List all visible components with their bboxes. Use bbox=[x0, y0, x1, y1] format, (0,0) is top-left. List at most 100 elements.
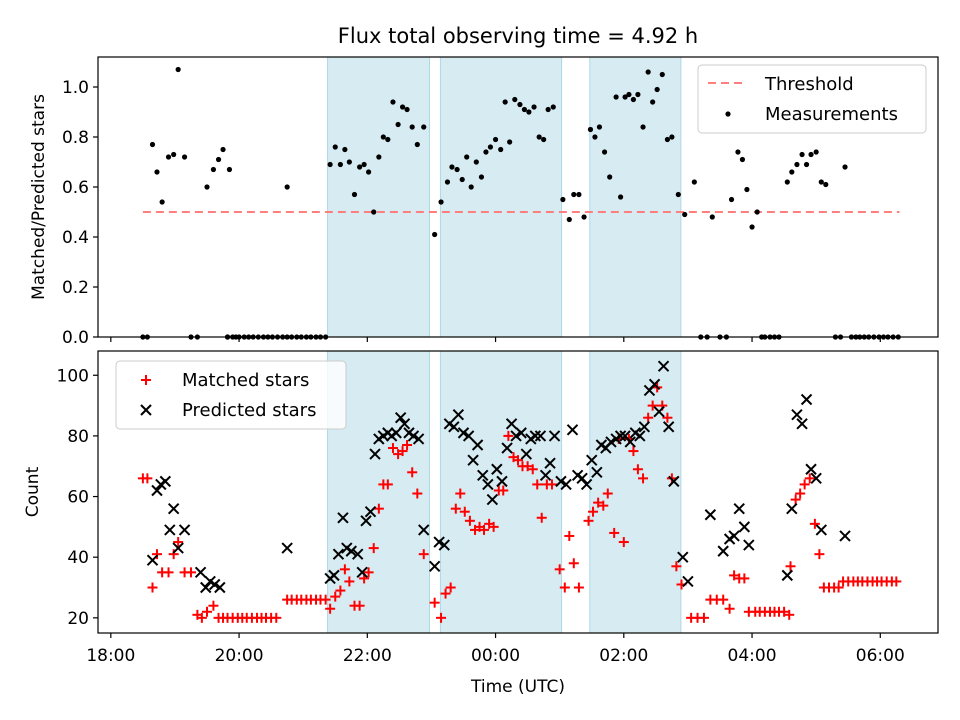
legend-plus-mark bbox=[141, 375, 151, 385]
predicted-star-point bbox=[501, 442, 513, 454]
matched-star-point bbox=[527, 464, 538, 475]
matched-star-point bbox=[593, 497, 604, 508]
x-tick-label: 02:00 bbox=[599, 646, 648, 666]
x-tick-label: 04:00 bbox=[728, 646, 777, 666]
predicted-star-point bbox=[605, 436, 617, 448]
predicted-star-point bbox=[491, 463, 503, 475]
top-y-axis-label: Matched/Predicted stars bbox=[29, 94, 49, 300]
top-span-1 bbox=[439, 56, 563, 338]
x-tick-label: 22:00 bbox=[343, 646, 392, 666]
matched-star-point bbox=[202, 606, 213, 617]
measurement-point bbox=[659, 71, 665, 78]
measurement-point bbox=[444, 179, 451, 185]
matched-star-point bbox=[335, 585, 346, 596]
matched-star-point bbox=[373, 503, 384, 514]
measurement-point bbox=[808, 151, 814, 158]
matched-star-point bbox=[588, 506, 599, 517]
measurement-point bbox=[709, 214, 715, 220]
matched-star-point bbox=[503, 430, 514, 441]
predicted-star-point bbox=[438, 539, 450, 551]
measurement-point bbox=[640, 124, 646, 130]
predicted-star-point bbox=[167, 502, 180, 515]
measurement-point bbox=[449, 164, 455, 170]
measurement-point bbox=[541, 136, 547, 143]
measurement-point bbox=[842, 164, 848, 170]
measurement-point bbox=[395, 121, 401, 128]
matched-star-point bbox=[363, 567, 374, 578]
matched-star-point bbox=[320, 594, 331, 605]
predicted-star-point bbox=[668, 475, 680, 488]
measurement-point bbox=[587, 126, 594, 133]
matched-star-point bbox=[387, 443, 398, 454]
matched-star-point bbox=[795, 488, 806, 499]
predicted-star-point bbox=[786, 502, 798, 515]
measurement-point bbox=[613, 94, 619, 100]
matched-star-point bbox=[583, 515, 594, 526]
measurement-point bbox=[576, 191, 582, 198]
measurement-point bbox=[531, 104, 537, 110]
matched-star-point bbox=[168, 549, 179, 560]
measurement-point bbox=[635, 91, 641, 98]
predicted-star-point bbox=[591, 466, 603, 478]
measurement-point bbox=[332, 144, 338, 150]
predicted-star-point bbox=[529, 430, 542, 442]
predicted-star-point bbox=[624, 436, 636, 448]
legend-threshold-label: Threshold bbox=[764, 74, 854, 95]
predicted-star-point bbox=[815, 524, 828, 536]
matched-star-point bbox=[208, 600, 219, 611]
measurement-point bbox=[626, 91, 632, 98]
top-span-0 bbox=[327, 56, 431, 338]
measurement-point bbox=[550, 104, 556, 110]
predicted-star-point bbox=[638, 421, 651, 433]
measurement-point bbox=[399, 104, 406, 110]
matched-star-point bbox=[671, 561, 682, 572]
measurement-point bbox=[617, 194, 624, 200]
predicted-star-point bbox=[418, 524, 430, 536]
predicted-star-point bbox=[515, 427, 527, 439]
measurement-point bbox=[735, 149, 741, 155]
measurement-point bbox=[327, 161, 333, 168]
predicted-star-point bbox=[662, 421, 675, 433]
measurement-point bbox=[526, 109, 532, 115]
predicted-star-point bbox=[428, 560, 441, 572]
measurement-point bbox=[459, 176, 465, 183]
matched-star-point bbox=[407, 467, 418, 478]
predicted-star-point bbox=[534, 430, 547, 442]
measurement-point bbox=[645, 69, 651, 75]
measurement-point bbox=[596, 124, 603, 130]
measurement-point bbox=[650, 99, 656, 105]
matched-star-point bbox=[638, 473, 649, 484]
measurement-point bbox=[744, 186, 750, 193]
measurement-point bbox=[803, 161, 810, 168]
predicted-star-point bbox=[328, 569, 340, 582]
measurement-point bbox=[409, 124, 415, 130]
chart-title: Flux total observing time = 4.92 h bbox=[338, 24, 698, 48]
measurement-point bbox=[794, 161, 800, 168]
matched-star-point bbox=[559, 582, 570, 593]
predicted-star-point bbox=[486, 493, 499, 506]
measurement-point bbox=[728, 196, 735, 203]
predicted-star-point bbox=[614, 430, 627, 442]
panel-bottom: 20 40 60 80 100 18:00 20:00 22:00 00:00 02:00 04:… bbox=[23, 350, 939, 697]
matched-star-point bbox=[729, 570, 740, 581]
predicted-star-point bbox=[653, 405, 665, 418]
predicted-star-point bbox=[555, 475, 567, 488]
measurement-point bbox=[521, 106, 528, 113]
matched-star-point bbox=[418, 549, 429, 560]
bottom-span-2 bbox=[589, 350, 682, 634]
measurement-point bbox=[813, 149, 819, 155]
predicted-star-point bbox=[360, 515, 372, 527]
measurement-point bbox=[337, 161, 343, 168]
matched-star-point bbox=[784, 609, 795, 620]
matched-star-point bbox=[450, 503, 461, 514]
top-y-tick-label: 0.8 bbox=[62, 128, 89, 148]
legend-cross-mark bbox=[140, 404, 152, 416]
predicted-star-point bbox=[586, 454, 598, 466]
measurement-point bbox=[622, 94, 628, 100]
predicted-star-point bbox=[345, 545, 357, 557]
matched-star-point bbox=[397, 446, 408, 457]
predicted-star-point bbox=[200, 581, 212, 594]
measurement-point bbox=[215, 156, 222, 163]
measurement-point bbox=[507, 139, 513, 145]
measurement-point bbox=[592, 134, 598, 140]
